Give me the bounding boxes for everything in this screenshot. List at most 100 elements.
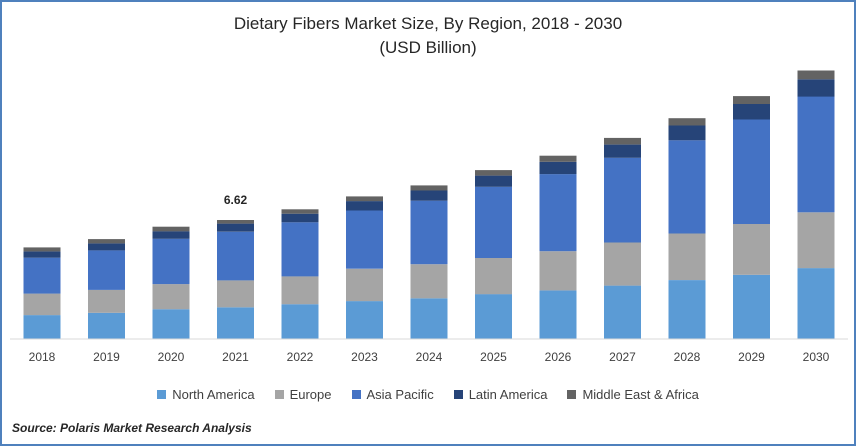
bar-segment-2023-north-america xyxy=(346,301,383,339)
legend-label: Europe xyxy=(289,387,332,402)
bar-segment-2027-middle-east-africa xyxy=(604,137,641,145)
bar-segment-2020-latin-america xyxy=(152,231,190,239)
bar-segment-2021-europe xyxy=(217,280,254,308)
x-tick-label: 2021 xyxy=(222,350,249,364)
bar-segment-2019-middle-east-africa xyxy=(88,239,125,244)
legend-swatch xyxy=(274,390,284,399)
bar-segment-2030-north-america xyxy=(797,268,835,339)
x-tick-label: 2019 xyxy=(93,350,120,364)
x-tick-label: 2023 xyxy=(351,350,378,364)
bar-segment-2030-europe xyxy=(797,212,835,269)
data-label-2021: 6.62 xyxy=(224,193,248,207)
bar-segment-2025-europe xyxy=(475,258,512,295)
bar-segment-2023-europe xyxy=(346,268,383,302)
bar-segment-2022-europe xyxy=(281,276,319,305)
bar-segment-2030-latin-america xyxy=(797,79,835,97)
bar-segment-2029-latin-america xyxy=(733,104,770,120)
legend-item-latin-america: Latin America xyxy=(453,387,548,402)
bar-segment-2028-latin-america xyxy=(668,125,706,141)
bar-segment-2021-latin-america xyxy=(217,223,254,232)
bar-segment-2028-middle-east-africa xyxy=(668,118,706,126)
bar-segment-2027-europe xyxy=(604,242,641,286)
x-tick-label: 2027 xyxy=(609,350,636,364)
bar-segment-2023-asia-pacific xyxy=(346,210,383,269)
bar-segment-2021-asia-pacific xyxy=(217,231,254,281)
bar-segment-2026-europe xyxy=(539,251,577,291)
bar-segment-2025-middle-east-africa xyxy=(475,170,512,176)
legend-label: Latin America xyxy=(468,387,548,402)
bar-segment-2022-middle-east-africa xyxy=(281,209,319,214)
bar-segment-2025-north-america xyxy=(475,294,512,339)
x-tick-label: 2025 xyxy=(480,350,507,364)
x-tick-label: 2022 xyxy=(287,350,314,364)
bar-segment-2019-latin-america xyxy=(88,243,125,251)
bar-segment-2025-asia-pacific xyxy=(475,186,512,258)
bar-segment-2020-middle-east-africa xyxy=(152,226,190,232)
legend-swatch xyxy=(453,390,463,399)
legend-item-middle-east-africa: Middle East & Africa xyxy=(567,387,699,402)
bar-segment-2018-europe xyxy=(23,293,61,316)
bar-segment-2029-middle-east-africa xyxy=(733,96,770,104)
x-tick-label: 2024 xyxy=(416,350,443,364)
bar-segment-2026-asia-pacific xyxy=(539,174,577,252)
legend: North America Europe Asia Pacific Latin Ame… xyxy=(2,387,854,402)
bar-segment-2018-north-america xyxy=(23,315,61,339)
bar-segment-2028-europe xyxy=(668,233,706,280)
bar-segment-2024-latin-america xyxy=(410,190,448,201)
legend-item-europe: Europe xyxy=(274,387,332,402)
bar-segment-2018-asia-pacific xyxy=(23,257,61,294)
bar-segment-2025-latin-america xyxy=(475,175,512,187)
legend-item-north-america: North America xyxy=(157,387,255,402)
bar-segment-2024-middle-east-africa xyxy=(410,185,448,191)
bar-segment-2020-europe xyxy=(152,284,190,310)
bar-segment-2026-middle-east-africa xyxy=(539,155,577,162)
bar-segment-2022-asia-pacific xyxy=(281,222,319,277)
chart-subtitle: (USD Billion) xyxy=(379,38,477,57)
chart-title: Dietary Fibers Market Size, By Region, 2… xyxy=(233,14,623,33)
bar-segment-2019-asia-pacific xyxy=(88,250,125,290)
bar-segment-2023-latin-america xyxy=(346,201,383,211)
bar-segment-2024-asia-pacific xyxy=(410,200,448,265)
bar-segment-2020-asia-pacific xyxy=(152,238,190,285)
bar-segment-2027-asia-pacific xyxy=(604,157,641,243)
bar-segment-2027-north-america xyxy=(604,285,641,339)
x-tick-label: 2018 xyxy=(29,350,56,364)
legend-swatch xyxy=(351,390,361,399)
bar-segment-2027-latin-america xyxy=(604,144,641,158)
legend-item-asia-pacific: Asia Pacific xyxy=(351,387,434,402)
bar-segment-2026-north-america xyxy=(539,290,577,339)
legend-label: North America xyxy=(172,387,255,402)
x-tick-label: 2028 xyxy=(674,350,701,364)
bar-segment-2029-asia-pacific xyxy=(733,119,770,224)
legend-label: Asia Pacific xyxy=(366,387,434,402)
bar-segment-2018-middle-east-africa xyxy=(23,247,61,252)
bar-segment-2028-north-america xyxy=(668,280,706,339)
bar-segment-2026-latin-america xyxy=(539,161,577,175)
x-tick-label: 2030 xyxy=(803,350,830,364)
bar-segment-2019-north-america xyxy=(88,312,125,339)
legend-label: Middle East & Africa xyxy=(582,387,699,402)
bar-segment-2029-north-america xyxy=(733,274,770,339)
bar-segment-2021-north-america xyxy=(217,307,254,339)
bar-segment-2024-north-america xyxy=(410,298,448,339)
legend-swatch xyxy=(567,390,577,399)
bar-segment-2022-north-america xyxy=(281,304,319,339)
bar-segment-2021-middle-east-africa xyxy=(217,220,254,224)
bar-segment-2023-middle-east-africa xyxy=(346,196,383,202)
bar-segment-2022-latin-america xyxy=(281,213,319,223)
x-tick-label: 2029 xyxy=(738,350,765,364)
bar-segment-2029-europe xyxy=(733,224,770,275)
bar-segment-2030-asia-pacific xyxy=(797,96,835,213)
bar-segment-2028-asia-pacific xyxy=(668,140,706,234)
legend-swatch xyxy=(157,390,167,399)
bar-segment-2020-north-america xyxy=(152,309,190,339)
bar-segment-2019-europe xyxy=(88,289,125,313)
bar-segment-2018-latin-america xyxy=(23,251,61,258)
bar-segment-2024-europe xyxy=(410,264,448,299)
source-note: Source: Polaris Market Research Analysis xyxy=(12,421,252,435)
x-tick-label: 2020 xyxy=(158,350,185,364)
x-tick-label: 2026 xyxy=(545,350,572,364)
bar-segment-2030-middle-east-africa xyxy=(797,70,835,80)
